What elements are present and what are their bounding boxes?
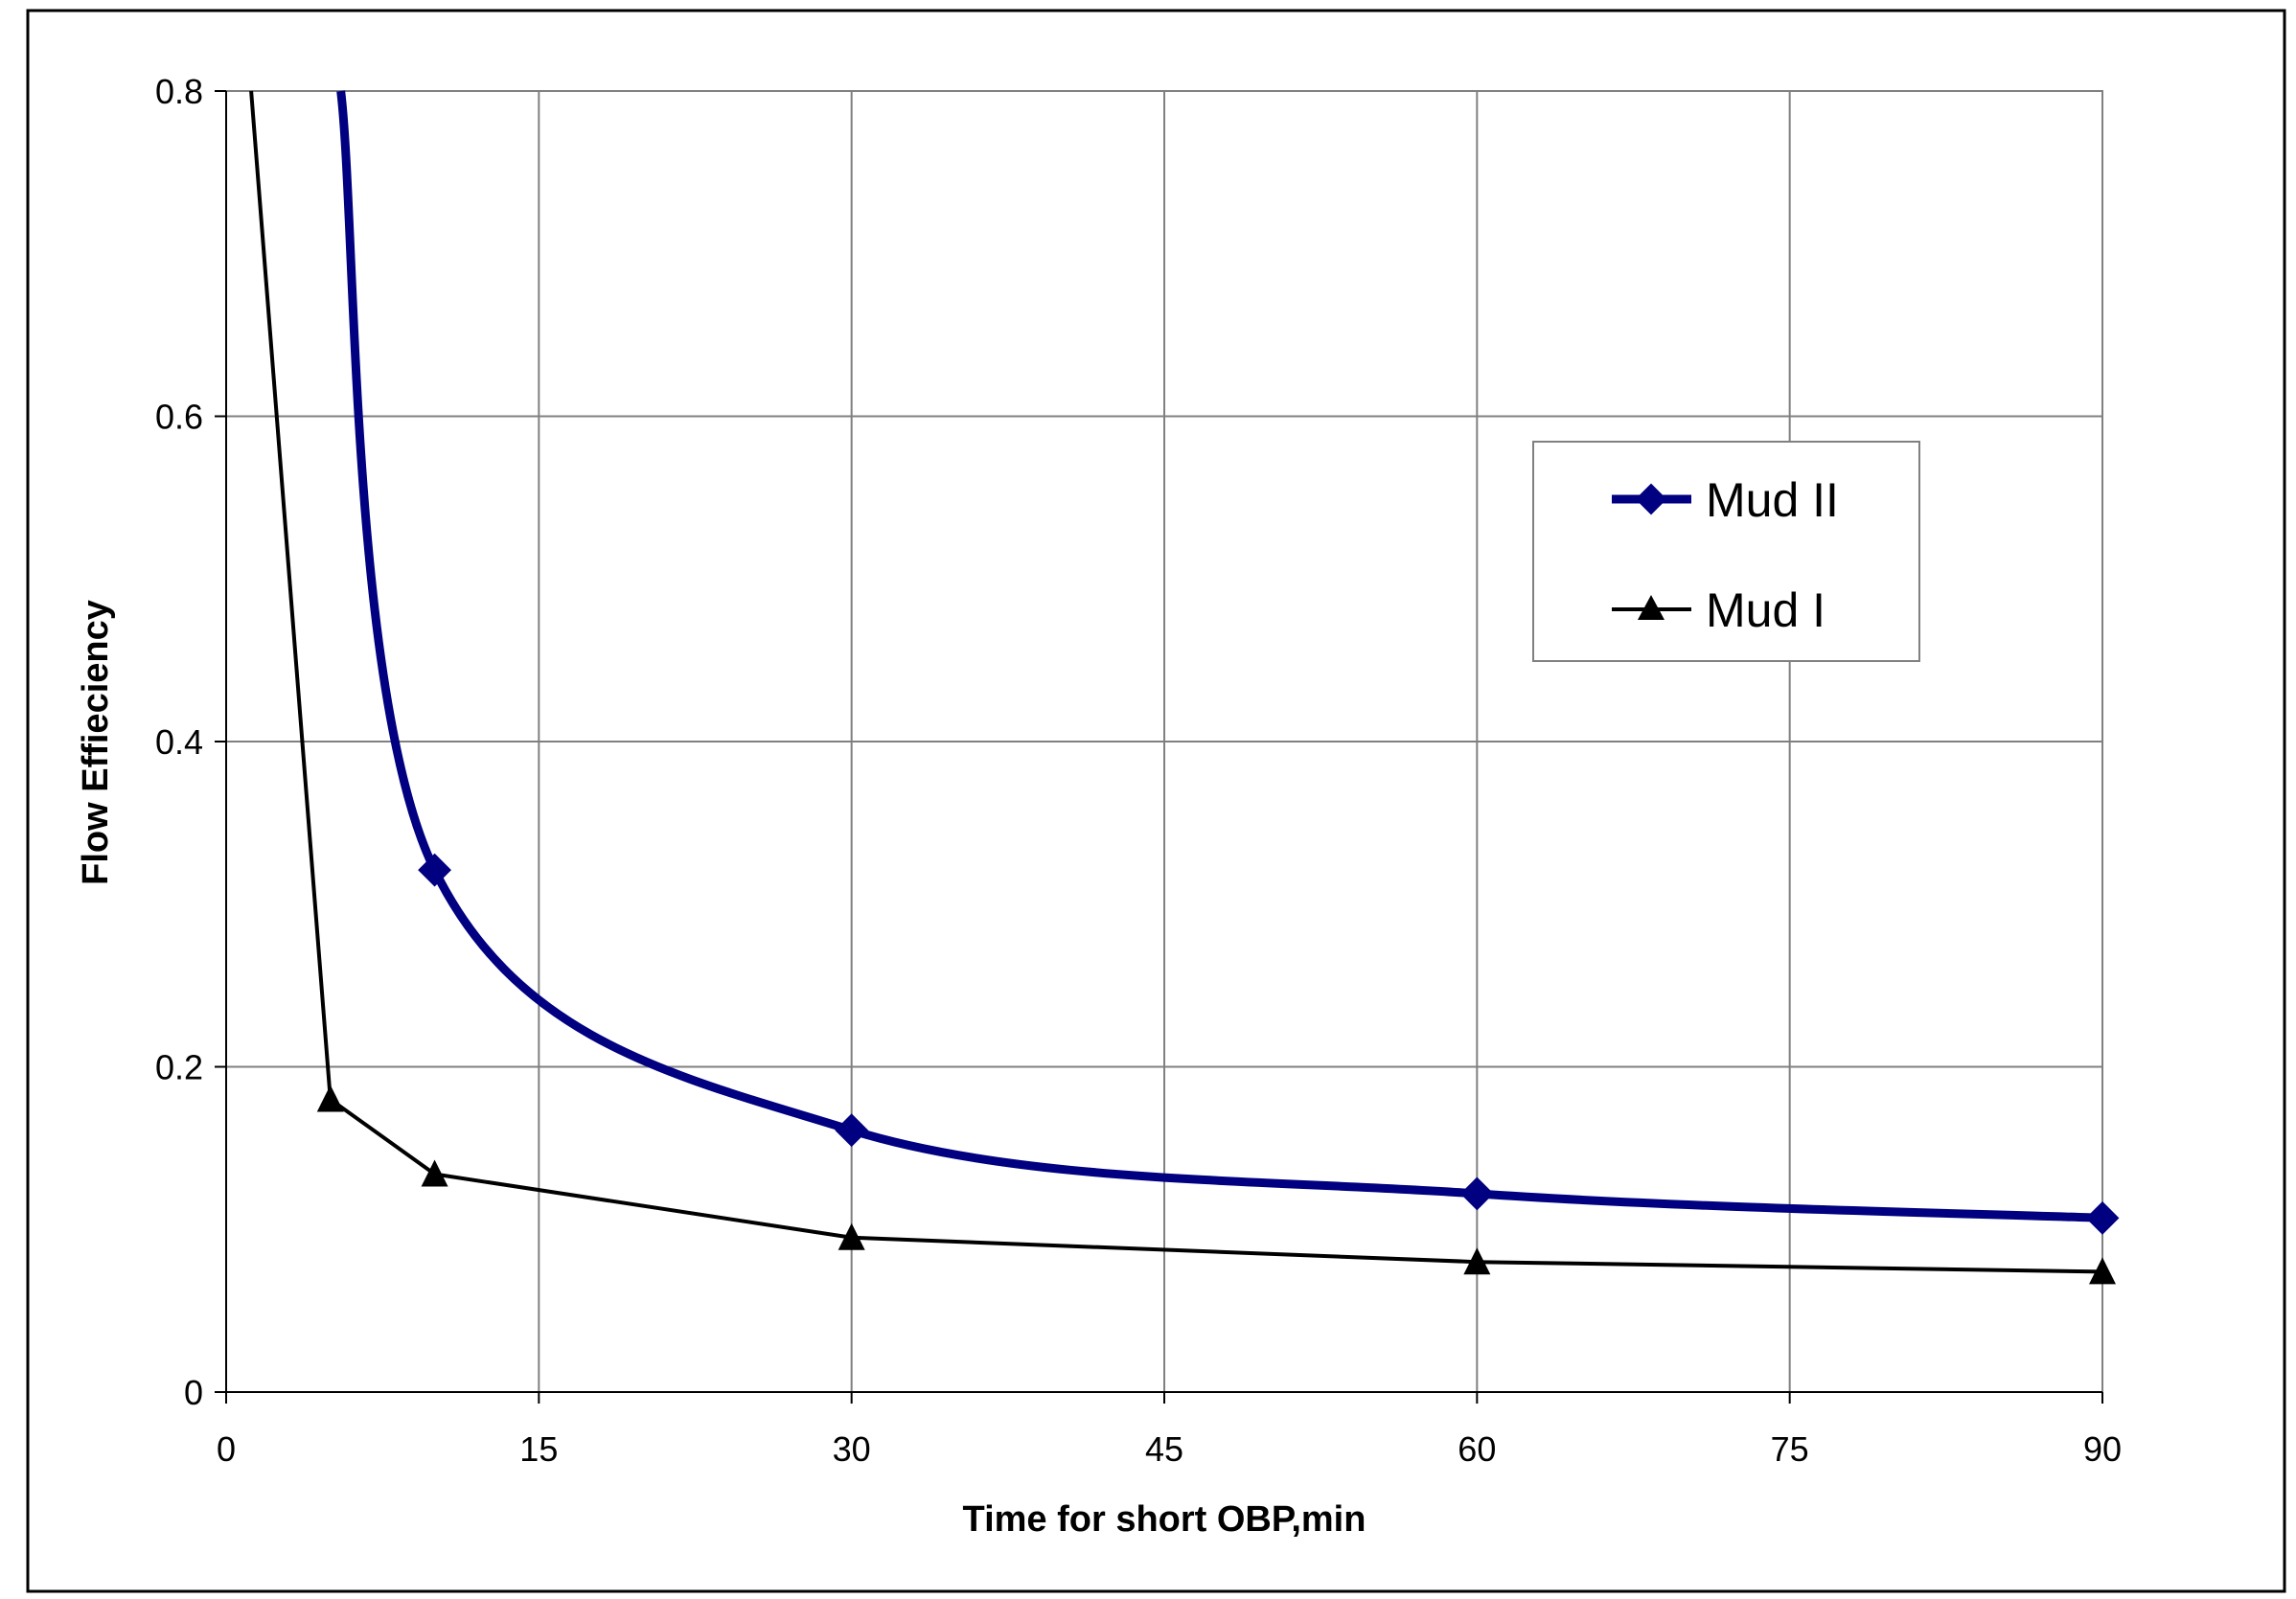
data-point-mud-i (316, 1085, 344, 1112)
legend-box (1532, 441, 1920, 662)
x-axis-title: Time for short OBP,min (963, 1499, 1366, 1540)
legend-label-mud-ii: Mud II (1706, 473, 1839, 527)
x-tick-label: 0 (217, 1429, 236, 1469)
y-tick-label: 0.4 (155, 722, 203, 762)
legend-marker-triangle-icon (1638, 595, 1665, 620)
data-point-mud-i (838, 1222, 865, 1250)
series (249, 90, 2120, 1285)
series-line-mud-i (249, 90, 2103, 1274)
legend: Mud II Mud I (1532, 441, 1920, 662)
x-tick-label: 60 (1458, 1429, 1496, 1469)
x-tick-label: 15 (519, 1429, 558, 1469)
ticks: 0 15 30 45 60 75 90 0 0.2 0.4 0.6 0.8 (155, 72, 2122, 1469)
chart-frame (26, 9, 2286, 1593)
data-point-mud-ii (418, 853, 451, 887)
x-tick-label: 30 (833, 1429, 871, 1469)
legend-marker-diamond-icon (1635, 483, 1667, 515)
data-point-mud-i (2089, 1257, 2116, 1285)
x-tick-label: 45 (1145, 1429, 1183, 1469)
y-tick-label: 0.2 (155, 1048, 203, 1087)
legend-label-mud-i: Mud I (1706, 583, 1825, 637)
data-point-mud-ii (835, 1113, 869, 1148)
y-tick-label: 0 (184, 1373, 203, 1412)
y-tick-label: 0.6 (155, 398, 203, 437)
data-point-mud-ii (1459, 1176, 1494, 1211)
data-point-mud-ii (2085, 1200, 2120, 1235)
x-tick-label: 75 (1771, 1429, 1809, 1469)
y-axis-title: Flow Effieciency (76, 600, 116, 885)
y-tick-label: 0.8 (155, 72, 203, 111)
x-tick-label: 90 (2083, 1429, 2122, 1469)
data-point-mud-i (421, 1159, 448, 1187)
data-point-mud-i (1463, 1247, 1491, 1275)
